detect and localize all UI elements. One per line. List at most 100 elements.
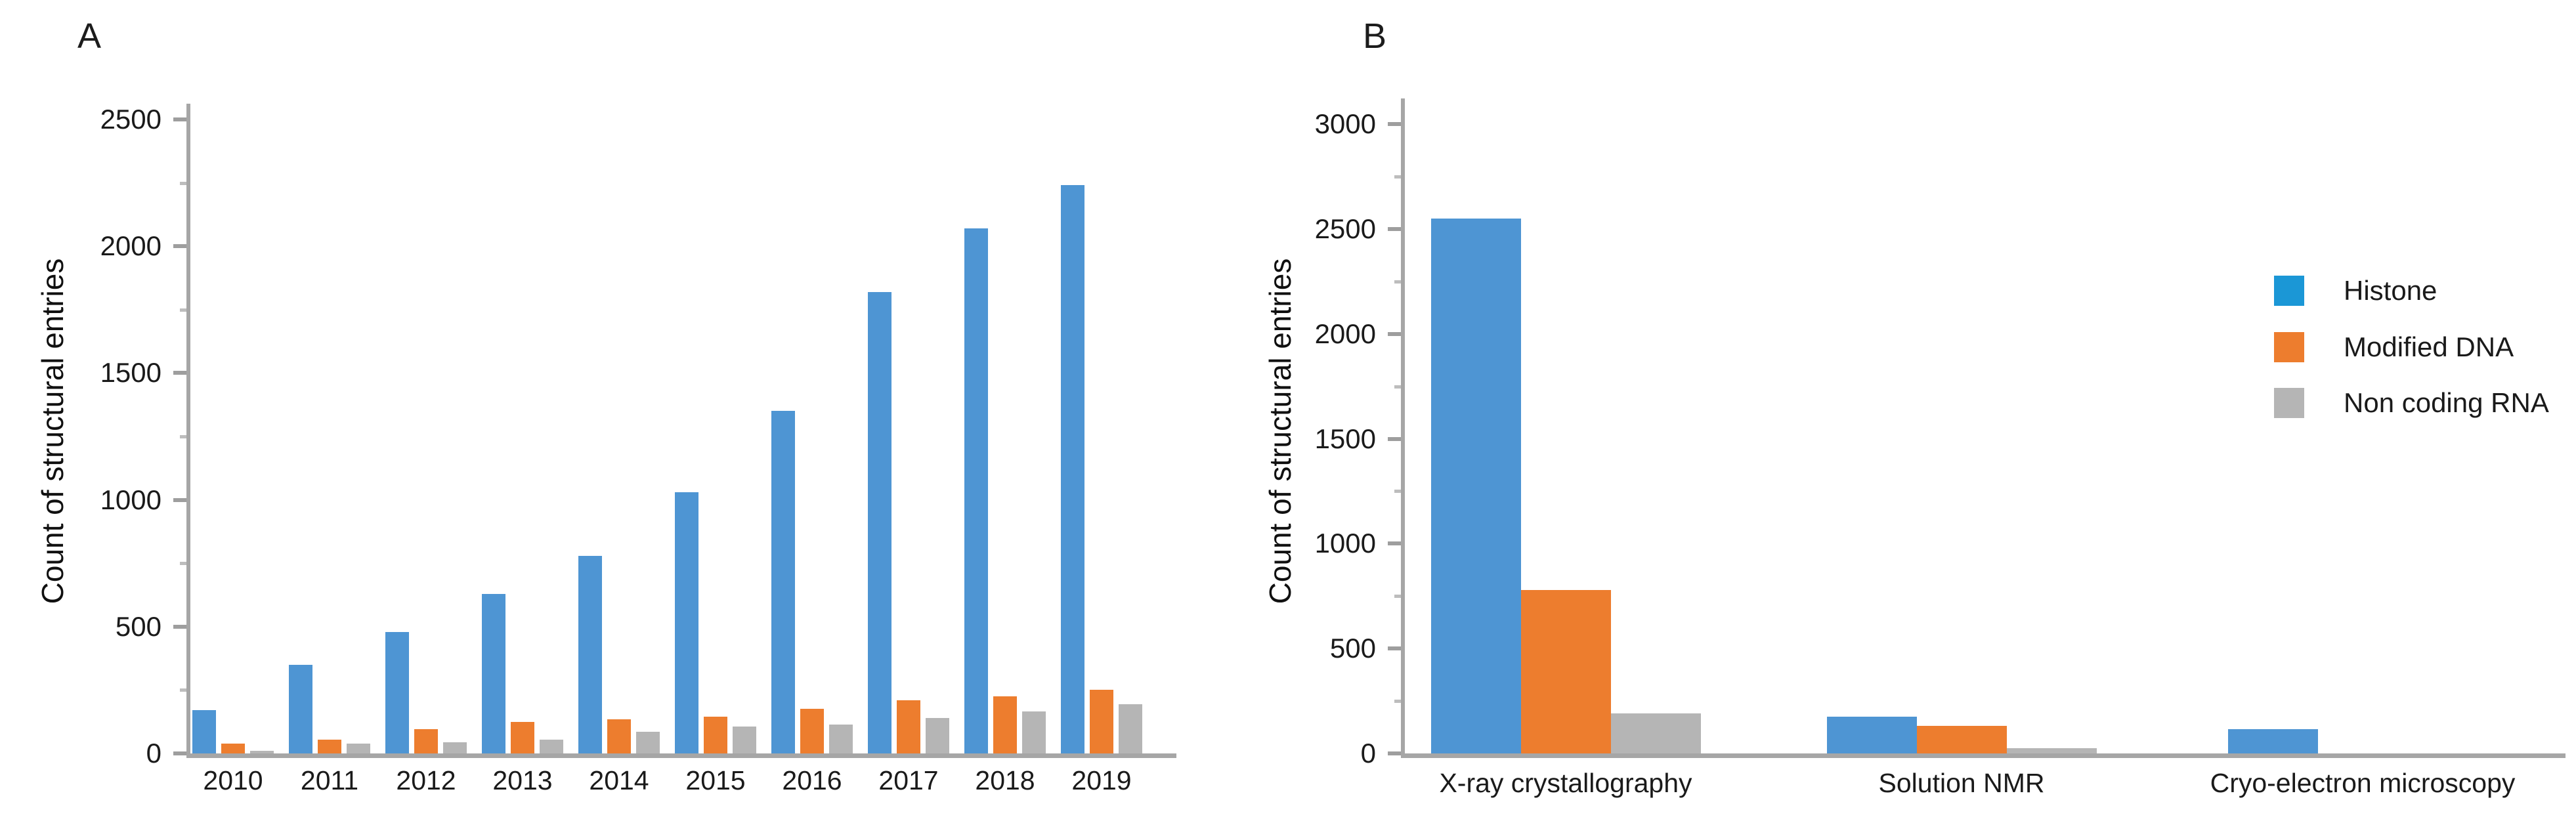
y-major-tick	[1388, 227, 1405, 231]
bar-modified-dna	[1520, 590, 1611, 753]
bar-histone	[1430, 219, 1521, 753]
x-axis-line	[186, 753, 1176, 758]
x-axis-label: 2011	[300, 765, 359, 795]
y-major-tick	[1388, 332, 1405, 336]
y-minor-tick	[1394, 595, 1405, 598]
bar-non-coding-rna	[636, 732, 660, 753]
y-tick-label: 1000	[1314, 528, 1376, 559]
y-tick-label: 3000	[1314, 108, 1376, 139]
y-major-tick	[173, 244, 190, 248]
bar-modified-dna	[414, 729, 438, 753]
y-major-tick	[1388, 122, 1405, 126]
bar-modified-dna	[897, 700, 920, 753]
y-tick-label: 2000	[100, 230, 161, 261]
bar-non-coding-rna	[347, 744, 370, 753]
y-tick-label: 2500	[1314, 213, 1376, 244]
y-minor-tick	[1394, 700, 1405, 703]
bar-modified-dna	[704, 717, 727, 753]
y-tick-label: 1500	[1314, 423, 1376, 454]
bar-non-coding-rna	[733, 727, 756, 753]
bar-histone	[482, 594, 505, 753]
bar-histone	[675, 492, 698, 753]
y-tick-label: 2500	[100, 104, 161, 135]
y-minor-tick	[180, 562, 190, 565]
y-major-tick	[173, 625, 190, 629]
y-tick-label: 1000	[100, 484, 161, 515]
bar-non-coding-rna	[443, 742, 467, 753]
y-minor-tick	[180, 688, 190, 692]
x-axis-label: Cryo-electron microscopy	[2210, 768, 2516, 798]
y-tick-label: 1500	[100, 357, 161, 388]
x-axis-label: 2018	[975, 765, 1035, 795]
y-minor-tick	[180, 182, 190, 185]
x-axis-label: X-ray crystallography	[1439, 768, 1692, 798]
y-minor-tick	[1394, 280, 1405, 284]
legend-swatch-non-coding-rna	[2274, 388, 2304, 418]
y-axis-line	[1401, 98, 1405, 757]
y-tick-label: 0	[146, 738, 161, 769]
bar-histone	[868, 292, 891, 753]
y-major-tick	[173, 371, 190, 375]
bar-non-coding-rna	[250, 751, 274, 753]
y-tick-label: 500	[115, 611, 161, 642]
y-axis-line	[186, 104, 190, 757]
y-major-tick	[1388, 541, 1405, 545]
bar-histone	[2227, 729, 2318, 753]
bar-histone	[289, 665, 312, 753]
x-axis-label: 2010	[203, 765, 263, 795]
panel-a-letter: A	[77, 16, 102, 56]
legend-label: Modified DNA	[2344, 331, 2514, 362]
legend-swatch-histone	[2274, 276, 2304, 306]
x-axis-label: 2016	[782, 765, 842, 795]
x-axis-label: 2014	[589, 765, 649, 795]
bar-modified-dna	[800, 709, 824, 753]
y-major-tick	[1388, 437, 1405, 441]
y-minor-tick	[180, 308, 190, 312]
x-axis-label: 2017	[878, 765, 939, 795]
legend-label: Non coding RNA	[2344, 387, 2549, 418]
bar-modified-dna	[1090, 690, 1113, 753]
panel-b-letter: B	[1363, 16, 1388, 56]
legend-swatch-modified-dna	[2274, 332, 2304, 362]
y-major-tick	[173, 751, 190, 755]
bar-histone	[771, 411, 795, 753]
y-tick-label: 0	[1360, 738, 1376, 769]
bar-histone	[1826, 717, 1917, 753]
bar-non-coding-rna	[2006, 748, 2097, 753]
bar-modified-dna	[511, 722, 534, 753]
y-major-tick	[1388, 646, 1405, 650]
bar-non-coding-rna	[1022, 711, 1046, 753]
bar-modified-dna	[1916, 726, 2007, 753]
bar-histone	[964, 228, 988, 753]
y-tick-label: 500	[1329, 633, 1376, 664]
y-minor-tick	[1394, 175, 1405, 179]
bar-modified-dna	[993, 696, 1017, 753]
x-axis-label: 2015	[685, 765, 746, 795]
bar-histone	[1061, 185, 1084, 753]
y-minor-tick	[180, 435, 190, 438]
bar-non-coding-rna	[1119, 704, 1142, 753]
y-tick-label: 2000	[1314, 318, 1376, 349]
bar-modified-dna	[318, 740, 341, 753]
y-minor-tick	[1394, 490, 1405, 493]
x-axis-line	[1401, 753, 2565, 758]
y-minor-tick	[1394, 385, 1405, 389]
x-axis-label: 2013	[492, 765, 553, 795]
bar-non-coding-rna	[926, 718, 949, 753]
bar-histone	[192, 710, 216, 753]
x-axis-label: Solution NMR	[1878, 768, 2045, 798]
y-major-tick	[173, 117, 190, 121]
legend-label: Histone	[2344, 275, 2437, 306]
bar-modified-dna	[607, 719, 631, 753]
panel-a-y-axis-title: Count of structural entries	[35, 258, 70, 604]
y-major-tick	[1388, 751, 1405, 755]
bar-non-coding-rna	[540, 740, 563, 753]
x-axis-label: 2012	[396, 765, 456, 795]
bar-non-coding-rna	[829, 725, 853, 753]
bar-histone	[578, 556, 602, 753]
bar-modified-dna	[221, 744, 245, 753]
bar-histone	[385, 632, 409, 753]
bar-non-coding-rna	[1610, 713, 1701, 753]
y-major-tick	[173, 498, 190, 502]
